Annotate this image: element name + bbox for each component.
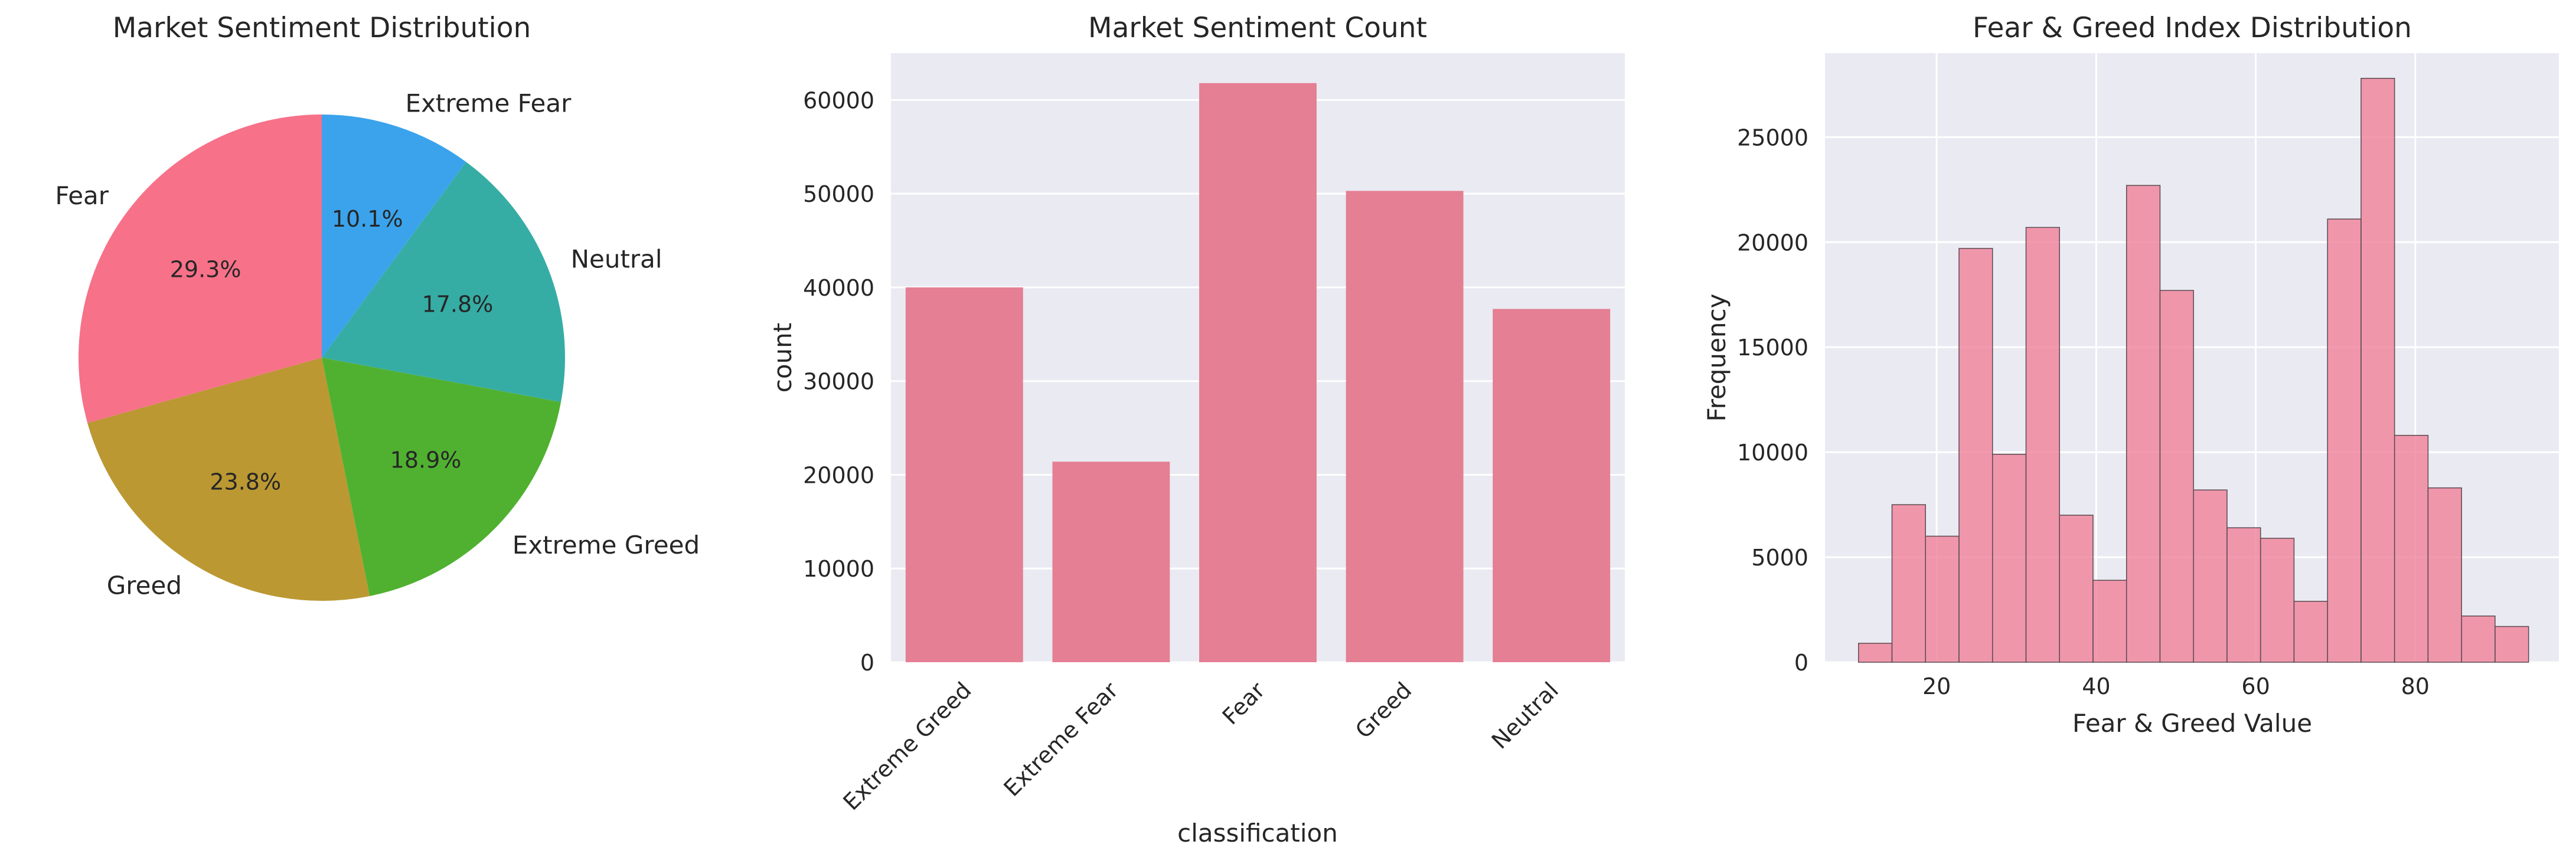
bar-fear: [1199, 83, 1317, 662]
bar-series: [905, 83, 1611, 663]
histogram-bin: [2327, 218, 2362, 663]
histogram-x-tick-label: 40: [2082, 673, 2110, 699]
histogram-y-tick-label: 20000: [1737, 230, 1808, 256]
bar-extreme-fear: [1052, 462, 1170, 662]
histogram-bin: [2360, 77, 2395, 663]
pie-category-label: Extreme Fear: [406, 89, 572, 117]
histogram-x-tick-label: 60: [2241, 673, 2270, 699]
bar-x-tick-label: Extreme Fear: [998, 677, 1123, 801]
pie-category-label: Fear: [55, 181, 109, 210]
pie-slice-extreme-greed: [322, 358, 561, 596]
bar-y-tick-label: 20000: [803, 462, 874, 488]
bar-x-tick-label: Extreme Greed: [838, 677, 977, 815]
pie-category-label: Neutral: [571, 245, 662, 274]
pie-chart-panel: Market Sentiment Distribution 10.1% Extre…: [55, 12, 700, 601]
histogram-x-tick-label: 20: [1922, 673, 1951, 699]
histogram-bin: [2293, 601, 2328, 663]
histogram-bins: [1857, 77, 2529, 663]
pie-percent-label: 17.8%: [422, 291, 494, 317]
histogram-bin: [1891, 504, 1926, 663]
histogram-y-tick-label: 25000: [1737, 125, 1808, 151]
histogram-panel: Fear & Greed Index Distribution 0 5000 100…: [1702, 12, 2559, 738]
histogram-title: Fear & Greed Index Distribution: [1973, 12, 2412, 44]
bar-y-tick-label: 30000: [803, 369, 874, 395]
histogram-bin: [1925, 535, 1960, 663]
histogram-y-axis-label: Frequency: [1702, 294, 1731, 422]
bar-y-tick-label: 10000: [803, 556, 874, 582]
bar-neutral: [1493, 309, 1611, 662]
bar-x-tick-label: Greed: [1350, 677, 1417, 744]
histogram-bin: [2260, 538, 2295, 663]
bar-x-axis-label: classification: [1177, 819, 1338, 848]
pie-chart-title: Market Sentiment Distribution: [113, 12, 531, 44]
histogram-bin: [1991, 453, 2027, 663]
bar-y-axis-label: count: [768, 323, 797, 393]
histogram-bin: [2495, 626, 2529, 663]
bar-y-tick-label: 50000: [803, 181, 874, 207]
bar-y-tick-label: 0: [860, 650, 874, 676]
pie-percent-label: 10.1%: [332, 206, 403, 232]
histogram-bin: [2126, 185, 2161, 663]
bar-y-tick-label: 40000: [803, 275, 874, 301]
pie-slice-extreme-fear: [322, 114, 466, 358]
histogram-bin: [2159, 290, 2194, 663]
bar-chart-panel: Market Sentiment Count 0 10000 20000 30000 4…: [768, 12, 1625, 848]
pie-slice-fear: [78, 114, 322, 423]
pie-slice-greed: [87, 358, 370, 601]
histogram-bin: [2025, 227, 2060, 663]
pie-category-label: Greed: [107, 571, 182, 600]
bar-x-ticks: Extreme Greed Extreme Fear Fear Greed Neutra…: [838, 677, 1564, 815]
histogram-bin: [2427, 487, 2462, 663]
pie-slice-neutral: [322, 162, 565, 403]
pie-percent-label: 23.8%: [210, 469, 281, 495]
bar-x-tick-label: Fear: [1217, 677, 1270, 729]
bar-extreme-greed: [905, 287, 1023, 662]
histogram-x-axis-label: Fear & Greed Value: [2072, 709, 2312, 738]
bar-greed: [1346, 191, 1464, 663]
histogram-bin: [2059, 515, 2094, 663]
histogram-bin: [1958, 248, 1993, 663]
histogram-y-tick-label: 5000: [1751, 545, 1808, 571]
pie-percent-label: 18.9%: [390, 447, 462, 473]
histogram-bin: [2092, 580, 2127, 663]
histogram-x-ticks: 20 40 60 80: [1922, 673, 2430, 699]
histogram-y-ticks: 0 5000 10000 15000 20000 25000: [1737, 125, 1808, 676]
histogram-bin: [2394, 434, 2429, 663]
histogram-bin: [2193, 489, 2228, 663]
histogram-bin: [2226, 527, 2261, 663]
histogram-bin: [1857, 643, 1893, 663]
bar-x-tick-label: Neutral: [1487, 677, 1563, 754]
bar-chart-title: Market Sentiment Count: [1088, 12, 1427, 44]
histogram-y-tick-label: 15000: [1737, 335, 1808, 361]
histogram-bin: [2461, 615, 2496, 663]
bar-y-ticks: 0 10000 20000 30000 40000 50000 60000: [803, 87, 874, 676]
histogram-y-tick-label: 10000: [1737, 440, 1808, 466]
pie-category-label: Extreme Greed: [512, 531, 700, 560]
histogram-x-tick-label: 80: [2401, 673, 2430, 699]
bar-y-tick-label: 60000: [803, 87, 874, 113]
histogram-y-tick-label: 0: [1794, 650, 1808, 676]
pie-slices: 10.1% Extreme Fear 17.8% Neutral 18.9% Extrem…: [55, 89, 700, 601]
pie-percent-label: 29.3%: [170, 257, 241, 283]
